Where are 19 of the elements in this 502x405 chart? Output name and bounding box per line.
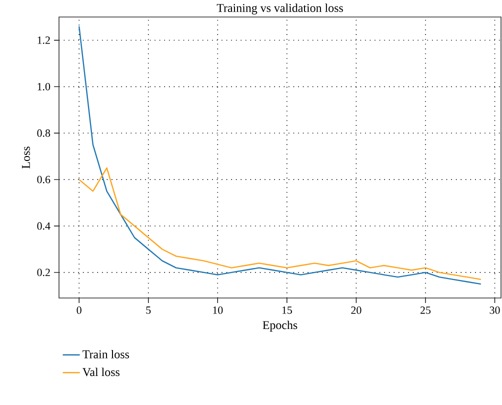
x-tick-label: 0 (76, 306, 82, 314)
y-tick-label: 0.4 (37, 222, 50, 230)
y-tick-label: 1.0 (38, 82, 50, 90)
x-tick-label: 20 (351, 306, 362, 314)
x-tick-label: 25 (420, 306, 431, 314)
x-tick-label: 10 (213, 306, 223, 314)
y-tick-label: 0.6 (37, 176, 50, 184)
y-axis-title: Loss (22, 146, 30, 168)
x-tick-label: 5 (146, 306, 151, 314)
legend-label: Train loss (82, 350, 130, 358)
x-axis-title: Epochs (262, 320, 298, 332)
y-tick-label: 0.8 (37, 129, 50, 137)
x-tick-label: 30 (490, 306, 500, 314)
y-tick-label: 1.2 (38, 36, 50, 44)
chart-title: Training vs validation loss (216, 4, 343, 14)
line-series (78, 26, 482, 285)
x-tick-label: 15 (282, 306, 292, 314)
y-tick-label: 0.2 (37, 268, 50, 276)
legend-label: Val loss (82, 368, 120, 376)
